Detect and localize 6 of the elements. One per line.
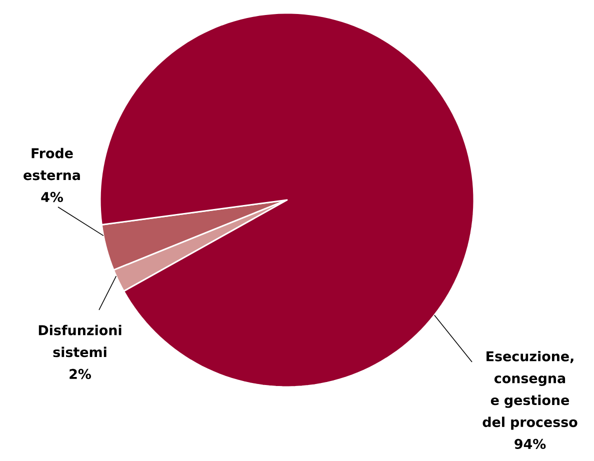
data-label: 4% (41, 192, 63, 202)
slice-label: Esecuzione, consegna e gestione del processo (482, 350, 578, 430)
data-label: 94% (514, 438, 546, 450)
slice-label: Frode esterna (24, 148, 80, 180)
slice-label: Disfunzioni sistemi (38, 324, 122, 358)
data-label: 2% (70, 368, 91, 380)
